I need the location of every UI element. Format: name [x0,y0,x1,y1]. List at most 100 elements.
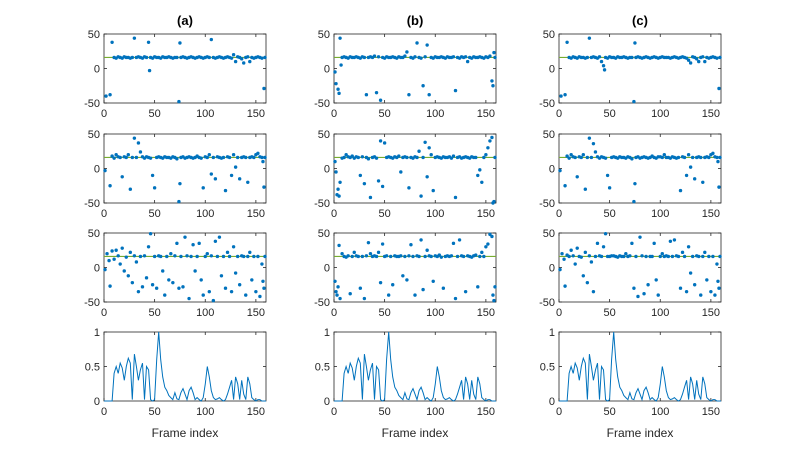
data-point [451,154,456,158]
data-point [248,59,252,64]
data-point [185,254,189,258]
data-point [474,155,478,160]
data-point [699,155,703,160]
data-point [116,254,120,258]
data-point [463,55,468,59]
data-point [579,255,583,259]
x-tick-label: 150 [247,208,265,220]
data-point [397,154,401,158]
data-point [122,269,126,273]
x-tick-label: 100 [651,108,669,120]
x-tick-label: 150 [477,108,495,120]
data-point [670,254,675,259]
data-point [453,296,458,301]
data-point [632,286,636,290]
data-point [692,177,697,181]
data-point [340,252,344,256]
data-point [419,194,423,198]
data-point [488,54,492,58]
data-point [630,55,634,60]
data-point [144,55,149,60]
data-point [642,292,646,296]
data-point [482,254,486,259]
x-tick-label: 150 [702,108,720,120]
data-point [703,250,707,255]
data-point [203,254,207,259]
data-point [108,284,112,288]
data-point [563,184,567,188]
panel-b4: 0 50 100 150 0 0.5 1 Frame index [315,327,497,440]
panel-title: (c) [632,13,648,28]
data-point [335,293,339,297]
y-tick-label: 50 [318,29,330,41]
data-point [488,139,492,143]
data-point [411,254,415,259]
data-point [191,243,195,247]
data-point [211,298,216,303]
data-point [417,254,421,259]
data-point [567,254,571,259]
y-tick-label: 0.5 [85,362,100,374]
y-tick-label: 1 [549,327,555,339]
series-line [334,331,496,402]
data-point [235,155,240,160]
data-point [490,79,494,83]
data-point [597,55,602,59]
data-point [492,50,496,55]
data-point [701,180,705,184]
data-point [374,90,379,95]
data-point [453,88,458,93]
x-axis-label: Frame index [607,426,674,440]
data-point [558,168,562,173]
data-point [453,195,458,200]
data-point [581,274,585,278]
data-point [558,267,562,272]
data-point [583,187,588,191]
data-point [601,64,606,68]
data-point [260,155,264,160]
data-point [593,254,598,259]
data-point [431,188,435,193]
data-point [718,55,722,60]
data-point [364,254,369,258]
data-point [250,278,254,282]
x-tick-label: 0 [101,208,107,220]
x-axis-label: Frame index [152,426,219,440]
x-tick-label: 0 [331,406,337,418]
data-point [107,258,111,263]
data-point [451,241,456,246]
data-point [565,40,569,44]
data-point [120,246,124,250]
data-point [403,54,407,58]
data-point [219,274,224,278]
data-point [678,188,683,193]
data-point [334,170,338,174]
x-tick-label: 150 [477,307,495,319]
data-point [187,296,191,301]
data-point [571,254,575,258]
data-point [595,241,600,246]
data-point [362,55,367,60]
data-point [701,55,705,59]
x-tick-label: 100 [426,208,444,220]
scatter-points [103,136,267,204]
y-tick-label: 1 [324,327,330,339]
data-point [246,55,250,59]
data-point [490,135,494,140]
data-point [207,289,211,294]
data-point [718,155,722,160]
data-point [423,55,427,59]
panel-c4: 0 50 100 150 0 0.5 1 Frame index [540,327,722,440]
data-point [427,93,431,97]
data-point [699,293,703,297]
x-tick-label: 100 [426,307,444,319]
data-point [465,59,470,64]
scatter-points [104,36,267,104]
data-point [421,84,425,88]
x-tick-label: 0 [101,108,107,120]
data-point [569,248,573,252]
data-point [233,59,238,64]
data-point [644,254,648,259]
x-tick-label: 0 [556,307,562,319]
